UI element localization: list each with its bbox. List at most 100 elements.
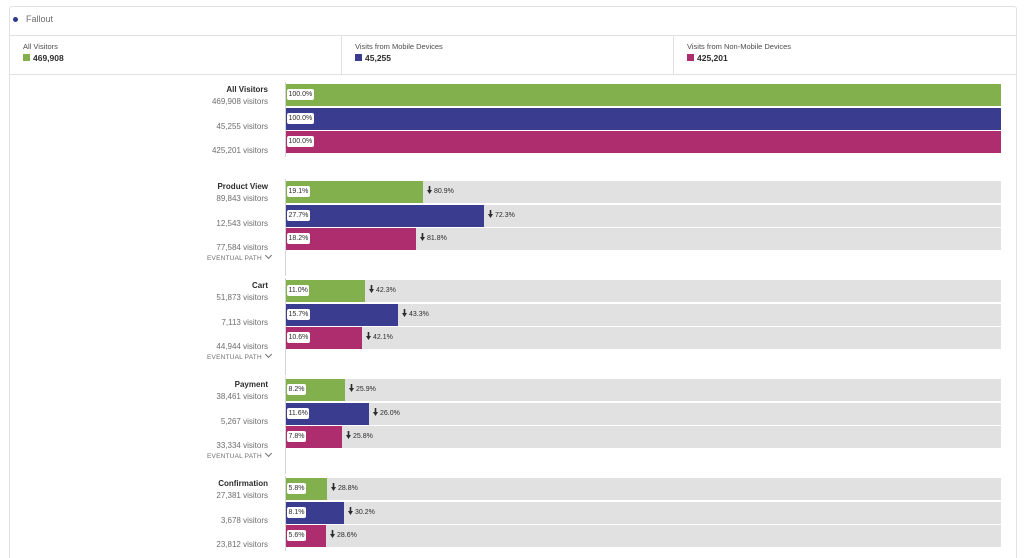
segment-summary-bar: All Visitors 469,908 Visits from Mobile … (10, 35, 1016, 75)
visitor-count-label: 3,678 visitors (220, 516, 268, 525)
down-arrow-icon (420, 233, 425, 241)
drop-off-label: 28.8% (331, 483, 358, 494)
down-arrow-icon (488, 209, 493, 218)
fallout-bar-track[interactable]: 27.7% 72.3% (286, 204, 1001, 227)
fallout-bar-track[interactable]: 10.6% 42.1% (286, 327, 1001, 349)
down-arrow-icon (330, 530, 335, 538)
eventual-path-toggle[interactable]: EVENTUAL PATH (207, 251, 272, 262)
visitor-count-label: 12,543 visitors (216, 219, 268, 228)
drop-off-value: 28.6% (337, 532, 357, 539)
percent-label: 27.7% (287, 209, 310, 221)
fallout-bar-nonmobile[interactable]: 5.6% (286, 525, 326, 547)
drop-off-label: 43.3% (402, 308, 429, 320)
fallout-bar-mobile[interactable]: 8.1% (286, 501, 344, 524)
segment-name: Visits from Non-Mobile Devices (687, 42, 792, 51)
visitor-count-label: 7,113 visitors (221, 318, 268, 327)
down-arrow-icon (366, 332, 371, 340)
fallout-bar-track[interactable]: 8.1% 30.2% (286, 501, 1001, 524)
fallout-bar-nonmobile[interactable]: 10.6% (286, 327, 362, 349)
percent-label: 8.1% (287, 506, 306, 518)
fallout-bar-mobile[interactable]: 27.7% (286, 204, 484, 227)
fallout-bar-nonmobile[interactable]: 7.8% (286, 426, 342, 448)
percent-label: 5.6% (287, 530, 306, 541)
fallout-bar-track[interactable]: 11.6% 26.0% (286, 402, 1001, 425)
fallout-bar-track[interactable]: 100.0% (286, 84, 1001, 106)
fallout-bar-track[interactable]: 15.7% 43.3% (286, 303, 1001, 326)
drop-off-label: 25.9% (349, 384, 376, 395)
step-name: All Visitors (226, 85, 268, 94)
drop-off-label: 42.1% (366, 332, 393, 343)
visitor-count-label: 469,908 visitors (211, 97, 268, 106)
panel-header[interactable]: Fallout (10, 7, 1016, 33)
fallout-bar-track[interactable]: 5.8% 28.8% (286, 478, 1001, 500)
visitor-count-label: 44,944 visitors (216, 341, 268, 351)
fallout-bar-track[interactable]: 19.1% 80.9% (286, 181, 1001, 203)
fallout-bar-all[interactable]: 5.8% (286, 478, 327, 500)
chevron-down-icon (264, 350, 272, 358)
fallout-bar-track[interactable]: 100.0% (286, 131, 1001, 153)
segment-non-mobile-visits[interactable]: Visits from Non-Mobile Devices 425,201 (674, 36, 1016, 74)
drop-off-value: 80.9% (434, 188, 454, 195)
fallout-bar-track[interactable]: 11.0% 42.3% (286, 280, 1001, 302)
percent-label: 5.8% (287, 483, 306, 494)
visitor-count-label: 27,381 visitors (216, 491, 268, 500)
fallout-bar-mobile[interactable]: 100.0% (286, 107, 1001, 130)
drop-off-value: 81.8% (427, 235, 447, 242)
visitor-count-label: 77,584 visitors (216, 242, 268, 252)
down-arrow-icon (427, 186, 432, 194)
drop-off-value: 72.3% (495, 211, 515, 219)
fallout-bar-track[interactable]: 100.0% (286, 107, 1001, 130)
fallout-bar-all[interactable]: 8.2% (286, 379, 345, 401)
visitor-count-label: 51,873 visitors (216, 293, 268, 302)
visitor-count-label: 89,843 visitors (216, 194, 268, 203)
fallout-bar-nonmobile[interactable]: 18.2% (286, 228, 416, 250)
drop-off-value: 43.3% (409, 310, 429, 318)
down-arrow-icon (346, 431, 351, 439)
percent-label: 8.2% (287, 384, 306, 395)
fallout-bar-track[interactable]: 8.2% 25.9% (286, 379, 1001, 401)
percent-label: 15.7% (287, 308, 310, 320)
fallout-bar-track[interactable]: 7.8% 25.8% (286, 426, 1001, 448)
percent-label: 100.0% (287, 89, 314, 100)
percent-label: 100.0% (287, 136, 314, 147)
segment-swatch (23, 54, 30, 61)
drop-off-label: 26.0% (373, 407, 400, 419)
fallout-bar-mobile[interactable]: 11.6% (286, 402, 369, 425)
segment-name: All Visitors (23, 42, 58, 51)
step-name: Payment (234, 380, 268, 389)
drop-off-value: 25.9% (356, 386, 376, 393)
segment-name: Visits from Mobile Devices (355, 42, 443, 51)
segment-mobile-visits[interactable]: Visits from Mobile Devices 45,255 (342, 36, 674, 74)
eventual-path-toggle[interactable]: EVENTUAL PATH (207, 350, 272, 361)
fallout-bar-all[interactable]: 11.0% (286, 280, 365, 302)
fallout-bar-mobile[interactable]: 15.7% (286, 303, 398, 326)
fallout-bar-all[interactable]: 100.0% (286, 84, 1001, 106)
percent-label: 100.0% (287, 112, 314, 124)
fallout-bar-all[interactable]: 19.1% (286, 181, 423, 203)
drop-off-label: 28.6% (330, 530, 357, 541)
fallout-bar-track[interactable]: 18.2% 81.8% (286, 228, 1001, 250)
percent-label: 10.6% (287, 332, 310, 343)
chevron-down-icon (264, 449, 272, 457)
down-arrow-icon (402, 308, 407, 317)
visitor-count-label: 5,267 visitors (220, 417, 268, 426)
fallout-axis-line (285, 82, 286, 157)
visitor-count-label: 33,334 visitors (216, 440, 268, 450)
segment-all-visitors[interactable]: All Visitors 469,908 (10, 36, 342, 74)
segment-count: 45,255 (365, 52, 391, 63)
fallout-bar-track[interactable]: 5.6% 28.6% (286, 525, 1001, 547)
fallout-panel: Fallout All Visitors 469,908 Visits from… (9, 6, 1017, 558)
fallout-axis-line (285, 179, 286, 276)
drop-off-value: 42.3% (376, 287, 396, 294)
visitor-count-label: 38,461 visitors (216, 392, 268, 401)
drop-off-value: 25.8% (353, 433, 373, 440)
percent-label: 11.0% (287, 285, 310, 296)
eventual-path-label: EVENTUAL PATH (207, 254, 262, 262)
eventual-path-toggle[interactable]: EVENTUAL PATH (207, 449, 272, 460)
eventual-path-label: EVENTUAL PATH (207, 353, 262, 361)
percent-label: 18.2% (287, 233, 310, 244)
percent-label: 7.8% (287, 431, 306, 442)
percent-label: 11.6% (287, 407, 310, 419)
fallout-bar-nonmobile[interactable]: 100.0% (286, 131, 1001, 153)
down-arrow-icon (369, 285, 374, 293)
